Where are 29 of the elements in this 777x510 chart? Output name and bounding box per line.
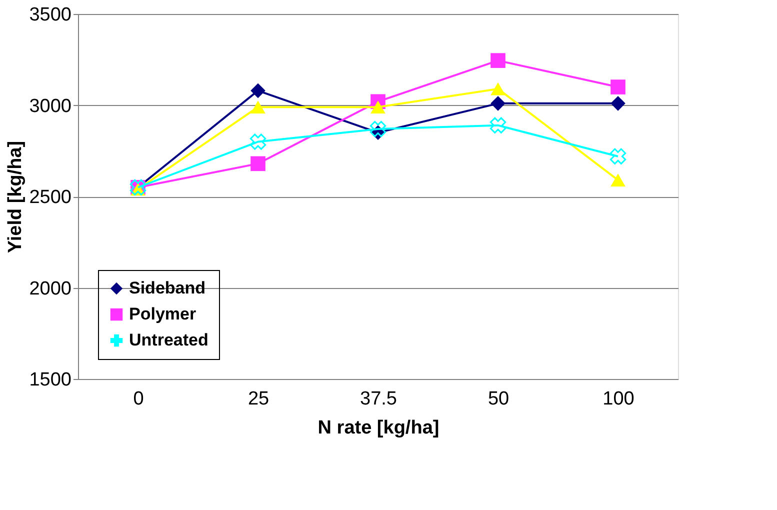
x-tick-label: 37.5 xyxy=(360,388,397,410)
y-axis-title: Yield [kg/ha] xyxy=(5,140,26,254)
point xyxy=(490,117,506,134)
x-tick-label: 50 xyxy=(488,388,510,410)
point xyxy=(610,148,626,164)
x-axis-title: N rate [kg/ha] xyxy=(318,418,440,438)
point xyxy=(370,120,386,138)
y-tick-label: 3000 xyxy=(29,96,72,117)
point xyxy=(490,53,506,68)
y-tick-label: 2000 xyxy=(29,278,72,300)
point xyxy=(250,156,266,172)
y-tick-label: 1500 xyxy=(29,370,72,390)
y-tick-label: 2500 xyxy=(29,187,72,208)
y-tick-label: 3500 xyxy=(29,4,72,26)
point xyxy=(370,100,386,114)
x-tick-label: 0 xyxy=(133,388,144,410)
legend-label: Sideband xyxy=(129,278,206,298)
legend-label: Untreated xyxy=(129,330,208,350)
x-tick-label: 25 xyxy=(248,388,270,410)
point xyxy=(610,174,626,186)
x-tick-label: 100 xyxy=(602,388,634,410)
point xyxy=(490,82,506,96)
legend-label: Polymer xyxy=(129,304,196,324)
point xyxy=(610,80,626,94)
point xyxy=(250,100,266,114)
point xyxy=(490,96,506,111)
point xyxy=(250,83,266,98)
point xyxy=(250,134,266,150)
point xyxy=(610,96,626,111)
